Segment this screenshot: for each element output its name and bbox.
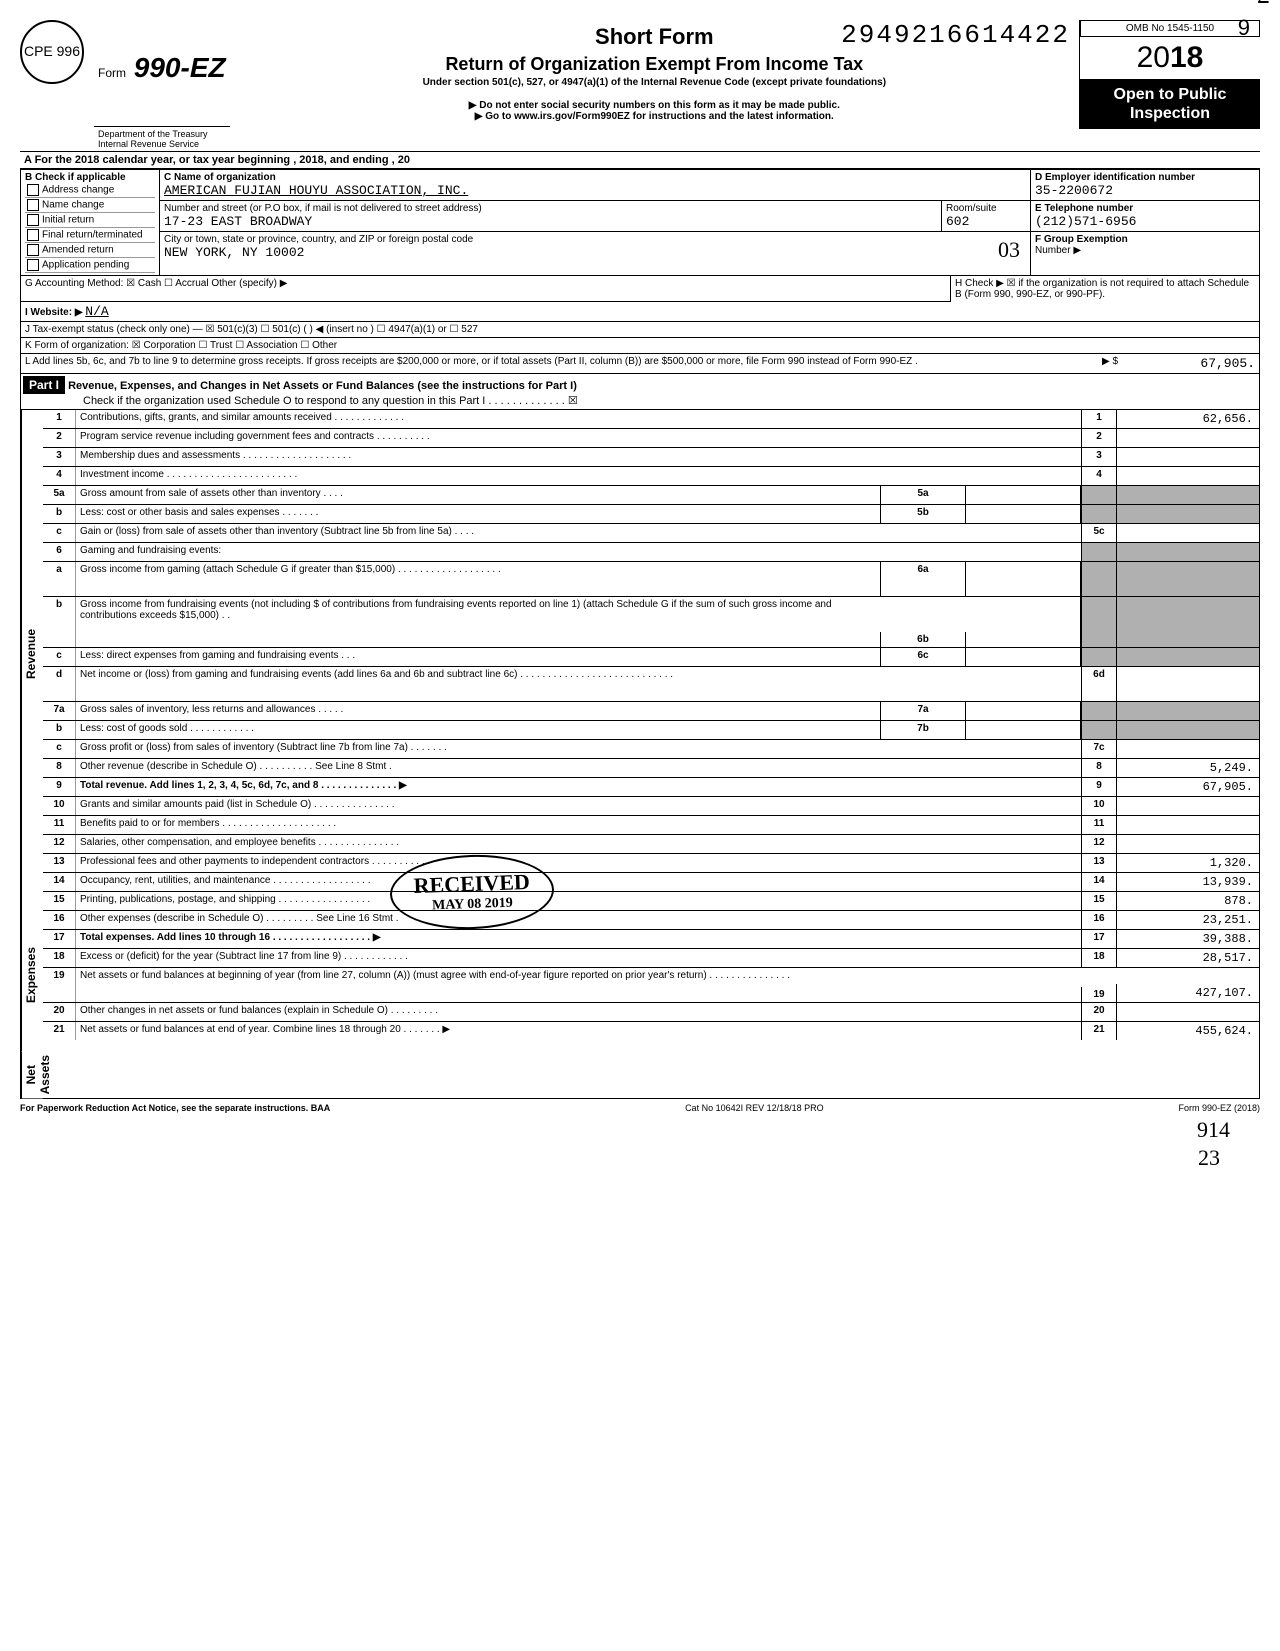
stamp-number: 2949216614422: [841, 20, 1070, 50]
footer-mid: Cat No 10642I REV 12/18/18 PRO: [685, 1103, 824, 1113]
line-7b: Less: cost of goods sold . . . . . . . .…: [76, 721, 880, 739]
room-cell: Room/suite 602: [942, 201, 1031, 232]
footer: For Paperwork Reduction Act Notice, see …: [20, 1099, 1260, 1117]
line-8-val: 5,249.: [1116, 759, 1259, 777]
line-5c: Gain or (loss) from sale of assets other…: [76, 524, 1081, 542]
dept-treasury: Department of the Treasury Internal Reve…: [94, 126, 230, 151]
section-k: K Form of organization: ☒ Corporation ☐ …: [21, 338, 1259, 354]
line-1: Contributions, gifts, grants, and simila…: [76, 410, 1081, 428]
footer-right: Form 990-EZ (2018): [1178, 1103, 1260, 1113]
street-cell: Number and street (or P.O box, if mail i…: [160, 201, 942, 232]
room-suite: 602: [946, 214, 969, 229]
line-17-val: 39,388.: [1116, 930, 1259, 948]
line-4: Investment income . . . . . . . . . . . …: [76, 467, 1081, 485]
line-1-val: 62,656.: [1116, 410, 1259, 428]
subtitle: Under section 501(c), 527, or 4947(a)(1)…: [230, 77, 1079, 88]
tax-year: 2018: [1080, 37, 1260, 79]
street-address: 17-23 EAST BROADWAY: [164, 214, 312, 229]
section-b: B Check if applicable Address change Nam…: [21, 170, 160, 276]
line-11: Benefits paid to or for members . . . . …: [76, 816, 1081, 834]
line-7a: Gross sales of inventory, less returns a…: [76, 702, 880, 720]
line-16: Other expenses (describe in Schedule O) …: [76, 911, 1081, 929]
line-6: Gaming and fundraising events:: [76, 543, 1081, 561]
identity-grid: B Check if applicable Address change Nam…: [20, 169, 1260, 276]
line-6c: Less: direct expenses from gaming and fu…: [76, 648, 880, 666]
city-state-zip: NEW YORK, NY 10002: [164, 245, 304, 260]
line-15-val: 878.: [1116, 892, 1259, 910]
footer-left: For Paperwork Reduction Act Notice, see …: [20, 1103, 330, 1113]
org-name-cell: C Name of organization AMERICAN FUJIAN H…: [160, 170, 1031, 201]
line-17: Total expenses. Add lines 10 through 16 …: [76, 930, 1081, 948]
line-18: Excess or (deficit) for the year (Subtra…: [76, 949, 1081, 967]
line-7c: Gross profit or (loss) from sales of inv…: [76, 740, 1081, 758]
ssn-note: ▶ Do not enter social security numbers o…: [230, 100, 1079, 111]
line-9: Total revenue. Add lines 1, 2, 3, 4, 5c,…: [76, 778, 1081, 796]
city-cell: City or town, state or province, country…: [160, 232, 1031, 276]
line-19-val: 427,107.: [1116, 984, 1259, 1002]
part1-header: Part I Revenue, Expenses, and Changes in…: [20, 374, 1260, 410]
line-5b: Less: cost or other basis and sales expe…: [76, 505, 880, 523]
line-19: Net assets or fund balances at beginning…: [76, 968, 1081, 1002]
line-14-val: 13,939.: [1116, 873, 1259, 891]
section-l: L Add lines 5b, 6c, and 7b to line 9 to …: [25, 356, 1095, 371]
section-g: G Accounting Method: ☒ Cash ☐ Accrual Ot…: [21, 276, 950, 302]
vtab-expenses: Expenses: [21, 898, 43, 1051]
open-to-public: Open to Public Inspection: [1080, 79, 1260, 129]
gross-receipts: 67,905.: [1125, 356, 1255, 371]
section-e: E Telephone number (212)571-6956: [1031, 201, 1260, 232]
omb-number: OMB No 1545-1150: [1080, 20, 1260, 37]
line-13-val: 1,320.: [1116, 854, 1259, 872]
page-marker: 9: [1238, 15, 1250, 41]
section-i: I Website: ▶ N/A: [21, 302, 113, 321]
line-14: Occupancy, rent, utilities, and maintena…: [76, 873, 1081, 891]
line-9-val: 67,905.: [1116, 778, 1259, 796]
line-6b: Gross income from fundraising events (no…: [76, 597, 880, 647]
irs-link-note: ▶ Go to www.irs.gov/Form990EZ for instru…: [230, 111, 1079, 122]
line-21-val: 455,624.: [1116, 1022, 1259, 1040]
line-10: Grants and similar amounts paid (list in…: [76, 797, 1081, 815]
line-3: Membership dues and assessments . . . . …: [76, 448, 1081, 466]
form-number: Form 990-EZ: [94, 50, 230, 86]
part1-check-line: Check if the organization used Schedule …: [23, 395, 578, 407]
line-6a: Gross income from gaming (attach Schedul…: [76, 562, 880, 596]
form-header: CPE 996 2949216614422 9 Form 990-EZ Depa…: [20, 20, 1260, 151]
cpe-logo: CPE 996: [20, 20, 84, 84]
line-8: Other revenue (describe in Schedule O) .…: [76, 759, 1081, 777]
sections-g-l: G Accounting Method: ☒ Cash ☐ Accrual Ot…: [20, 276, 1260, 374]
line-6d: Net income or (loss) from gaming and fun…: [76, 667, 1081, 701]
section-a: A For the 2018 calendar year, or tax yea…: [20, 151, 1260, 169]
main-title: Return of Organization Exempt From Incom…: [230, 54, 1079, 75]
org-name: AMERICAN FUJIAN HOUYU ASSOCIATION, INC.: [164, 183, 468, 198]
line-20: Other changes in net assets or fund bala…: [76, 1003, 1081, 1021]
hand-side-2: 2: [1257, 0, 1270, 10]
phone: (212)571-6956: [1035, 214, 1136, 229]
ein: 35-2200672: [1035, 183, 1113, 198]
right-header: OMB No 1545-1150 2018 Open to Public Ins…: [1079, 20, 1260, 129]
part1-body: Revenue Expenses Net Assets 1Contributio…: [20, 410, 1260, 1099]
line-12: Salaries, other compensation, and employ…: [76, 835, 1081, 853]
section-f: F Group Exemption Number ▶: [1031, 232, 1260, 276]
line-5a: Gross amount from sale of assets other t…: [76, 486, 880, 504]
line-2: Program service revenue including govern…: [76, 429, 1081, 447]
line-18-val: 28,517.: [1116, 949, 1259, 967]
section-j: J Tax-exempt status (check only one) — ☒…: [21, 322, 1259, 338]
section-h: H Check ▶ ☒ if the organization is not r…: [950, 276, 1259, 302]
vtab-revenue: Revenue: [21, 410, 43, 898]
line-16-val: 23,251.: [1116, 911, 1259, 929]
line-21: Net assets or fund balances at end of ye…: [76, 1022, 1081, 1040]
line-15: Printing, publications, postage, and shi…: [76, 892, 1081, 910]
section-d: D Employer identification number 35-2200…: [1031, 170, 1260, 201]
line-13: Professional fees and other payments to …: [76, 854, 1081, 872]
hand-bottom-b: 23: [1198, 1145, 1220, 1171]
vtab-netassets: Net Assets: [21, 1051, 43, 1098]
hand-bottom-a: 914: [1197, 1117, 1230, 1143]
city-hand-note: 03: [998, 237, 1020, 263]
